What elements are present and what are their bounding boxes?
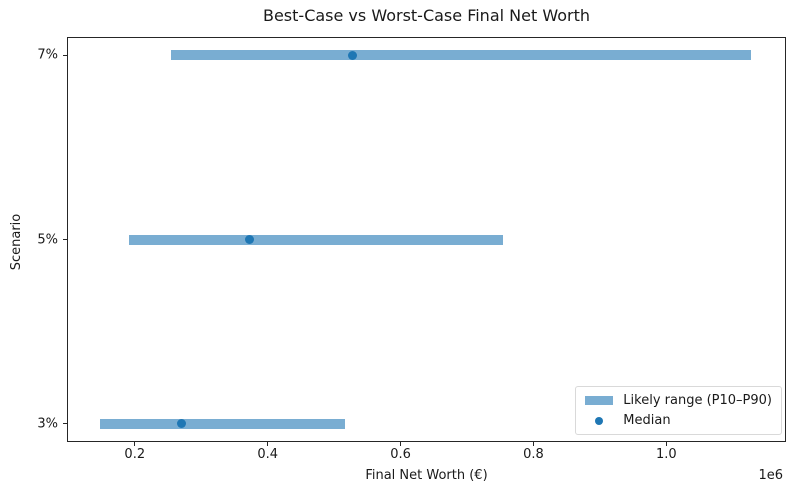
x-axis-label: Final Net Worth (€) bbox=[365, 468, 488, 483]
x-tick-label: 0.6 bbox=[390, 447, 411, 462]
range-bar-3% bbox=[99, 418, 345, 429]
legend-handle bbox=[585, 396, 615, 405]
y-tick-label: 5% bbox=[37, 232, 58, 247]
x-tick-mark bbox=[532, 442, 534, 446]
median-dot-7% bbox=[348, 50, 358, 60]
median-dot-icon bbox=[595, 416, 604, 425]
chart-title: Best-Case vs Worst-Case Final Net Worth bbox=[262, 6, 590, 25]
legend-handle bbox=[585, 416, 615, 425]
x-axis-offset-label: 1e6 bbox=[758, 468, 783, 483]
range-bar-5% bbox=[129, 234, 503, 245]
legend-entry-median: Median bbox=[585, 413, 772, 428]
x-tick-label: 0.8 bbox=[523, 447, 544, 462]
range-bar-7% bbox=[171, 50, 752, 61]
y-tick-mark bbox=[63, 239, 67, 240]
y-tick-label: 7% bbox=[37, 47, 58, 63]
range-bar-swatch-icon bbox=[585, 396, 614, 405]
x-tick-mark bbox=[267, 442, 269, 446]
x-tick-label: 0.2 bbox=[124, 447, 146, 462]
y-tick-mark bbox=[63, 423, 67, 425]
x-tick-label: 0.4 bbox=[257, 447, 279, 462]
x-tick-mark bbox=[665, 442, 667, 446]
legend-label-range: Likely range (P10–P90) bbox=[623, 393, 772, 408]
median-dot-3% bbox=[176, 419, 186, 429]
legend-label-median: Median bbox=[623, 413, 671, 428]
y-tick-mark bbox=[63, 54, 67, 56]
x-tick-mark bbox=[134, 442, 136, 446]
legend: Likely range (P10–P90) Median bbox=[575, 386, 782, 435]
x-tick-label: 1.0 bbox=[656, 447, 677, 462]
legend-entry-range: Likely range (P10–P90) bbox=[585, 393, 772, 408]
plot-area: Likely range (P10–P90) Median bbox=[67, 37, 786, 442]
y-tick-label: 3% bbox=[37, 416, 58, 432]
x-tick-mark bbox=[400, 442, 402, 446]
median-dot-5% bbox=[244, 235, 254, 244]
